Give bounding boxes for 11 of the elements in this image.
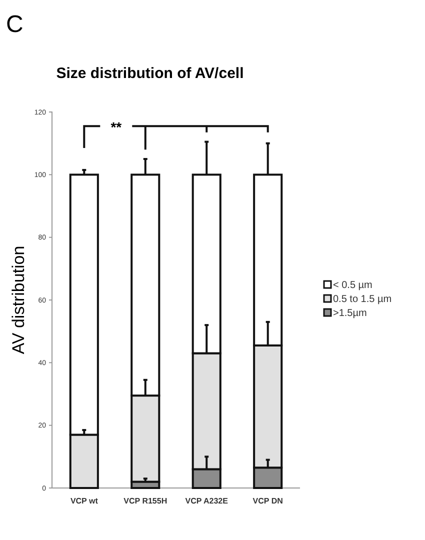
chart-title: Size distribution of AV/cell: [56, 65, 244, 82]
text: C: [6, 11, 24, 38]
x-tick-label: VCP DN: [252, 496, 284, 506]
x-tick-label: VCP R155H: [124, 496, 168, 506]
annotation: **: [110, 119, 122, 136]
legend-label: >1.5µm: [333, 308, 367, 319]
legend-label: 0.5 to 1.5 µm: [333, 294, 392, 305]
x-tick-label: VCP A232E: [185, 496, 229, 506]
x-tick-label: VCP wt: [70, 496, 98, 506]
legend-label: < 0.5 µm: [333, 280, 372, 291]
y-axis-title: AV distribution: [9, 246, 28, 354]
